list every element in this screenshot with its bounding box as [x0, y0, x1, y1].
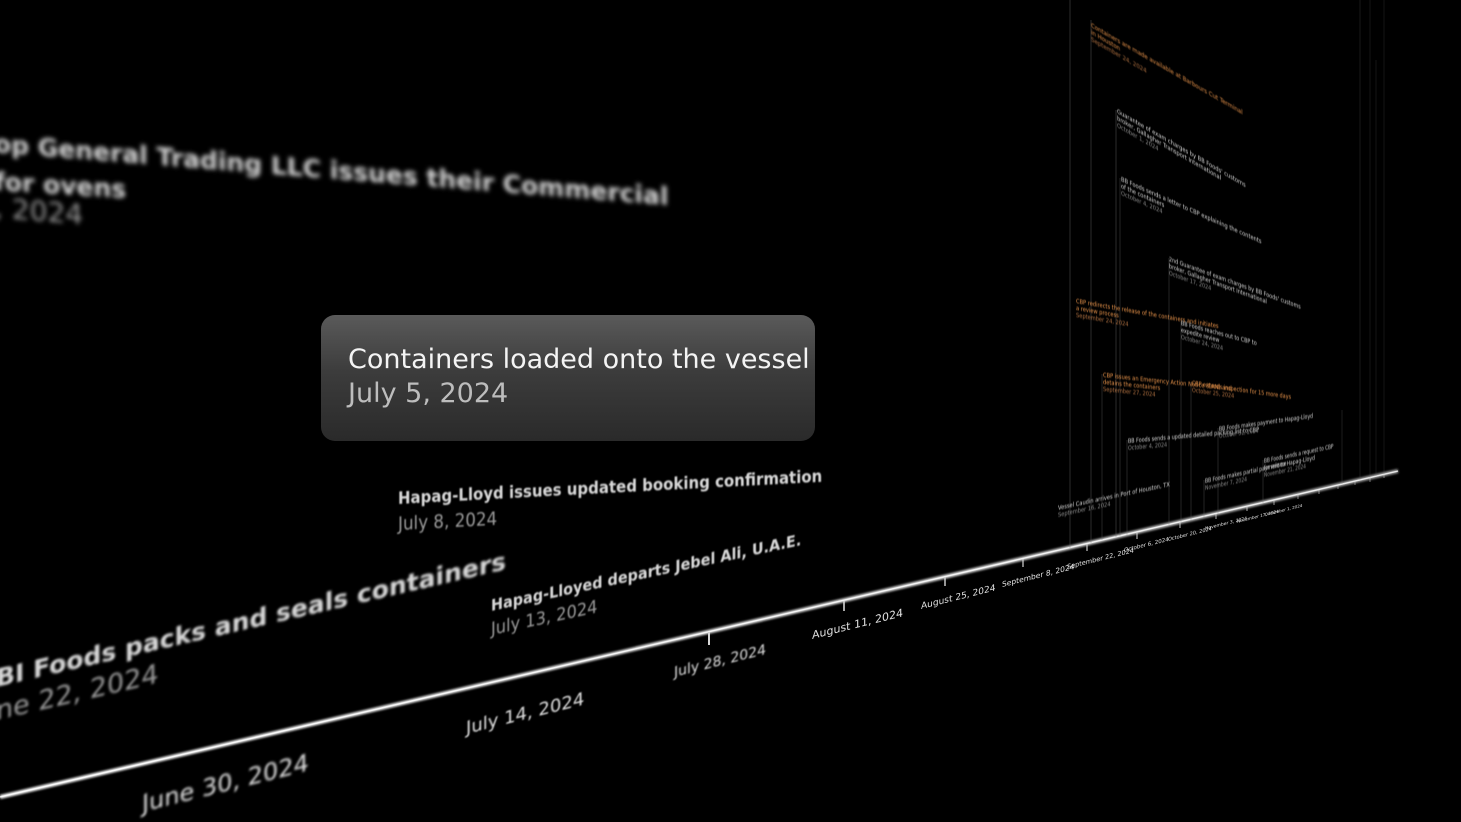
event-tooltip[interactable]: Containers loaded onto the vessel July 5… [321, 315, 815, 441]
axis-ticks [229, 474, 1385, 765]
event-stems [327, 0, 1385, 714]
tooltip-title: Containers loaded onto the vessel [348, 344, 810, 375]
tooltip-date: July 5, 2024 [348, 378, 509, 409]
